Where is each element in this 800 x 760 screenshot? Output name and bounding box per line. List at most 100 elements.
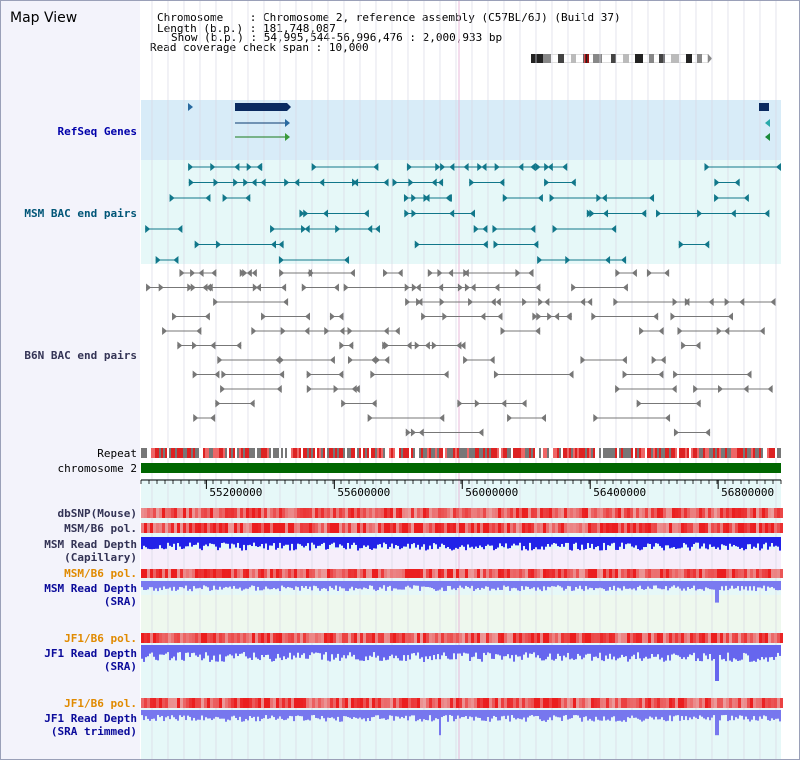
msm-capillary-depth-bar (743, 537, 745, 551)
msm-pol-2-cell (513, 569, 516, 578)
jf1-trimmed-depth-bar (207, 710, 209, 719)
jf1-trimmed-depth-bar (141, 710, 143, 716)
msm-pol-1-cell (534, 523, 537, 533)
msm-pol-2-cell (474, 569, 477, 578)
jf1-trimmed-depth-bar (527, 710, 529, 718)
msm-pol-1-cell (558, 523, 561, 533)
msm-sra-depth-bar (231, 581, 233, 589)
label-msm-b6-pol-2[interactable]: MSM/B6 pol. (64, 567, 137, 580)
msm-pol-1-cell (279, 523, 282, 533)
label-msm-read-depth-sra[interactable]: MSM Read Depth (44, 582, 137, 595)
repeat-segment (371, 448, 373, 458)
dbsnp-cell (666, 508, 669, 518)
b6n-bac-end-pairs-track[interactable] (146, 269, 776, 437)
jf1-pol-1-cell (225, 633, 228, 643)
jf1-pol-1-cell (402, 633, 405, 643)
label-jf1-read-depth-trimmed[interactable]: JF1 Read Depth (44, 712, 137, 725)
jf1-sra-depth-bar (755, 645, 757, 662)
msm-pol-1-cell (228, 523, 231, 533)
label-jf1-b6-pol-2[interactable]: JF1/B6 pol. (64, 697, 137, 710)
repeat-segment (345, 448, 347, 458)
dbsnp-cell (336, 508, 339, 518)
jf1-sra-depth-bar (691, 645, 693, 656)
refseq-genes-track[interactable] (188, 103, 770, 141)
msm-sra-depth-bar (265, 581, 267, 587)
label-dbsnp[interactable]: dbSNP(Mouse) (57, 507, 137, 520)
jf1-sra-depth-bar (711, 645, 713, 661)
chromosome-ideogram[interactable] (531, 54, 712, 63)
label-msm-bac-end-pairs[interactable]: MSM BAC end pairs (24, 207, 137, 220)
msm-sra-depth-bar (693, 581, 695, 586)
repeat-track[interactable] (141, 448, 781, 458)
jf1-sra-depth-bar (697, 645, 699, 659)
label-jf1-read-depth-sra[interactable]: JF1 Read Depth (44, 647, 137, 660)
msm-sra-depth-bar (505, 581, 507, 587)
msm-bac-end (194, 240, 200, 249)
msm-bac-end-pairs-track[interactable] (145, 163, 781, 264)
repeat-segment (307, 448, 309, 458)
msm-pol-2-cell (771, 569, 774, 578)
jf1-pol-2-cell (450, 698, 453, 708)
dbsnp-cell (438, 508, 441, 518)
b6n-bac-end (220, 385, 226, 393)
msm-sra-depth-bar (299, 581, 301, 591)
chromosome-bar[interactable] (141, 463, 781, 473)
msm-capillary-depth-bar (709, 537, 711, 545)
repeat-segment (551, 448, 553, 458)
label-msm-read-depth-capillary[interactable]: MSM Read Depth (44, 538, 137, 551)
msm-sra-depth-bar (575, 581, 577, 588)
jf1-trimmed-depth-bar (195, 710, 197, 721)
jf1-pol-1-cell (372, 633, 375, 643)
label-b6n-bac-end-pairs[interactable]: B6N BAC end pairs (24, 349, 137, 362)
label-jf1-b6-pol-1[interactable]: JF1/B6 pol. (64, 632, 137, 645)
read-depth-tracks[interactable] (141, 537, 781, 736)
msm-sra-depth-bar (423, 581, 425, 587)
jf1-trimmed-depth-bar (537, 710, 539, 717)
msm-sra-depth-bar (275, 581, 277, 590)
dbsnp-cell (681, 508, 684, 518)
dbsnp-cell (723, 508, 726, 518)
label-refseq-genes[interactable]: RefSeq Genes (57, 125, 137, 138)
label-repeat[interactable]: Repeat (97, 447, 137, 460)
jf1-sra-depth-bar (477, 645, 479, 659)
jf1-trimmed-depth-bar (725, 710, 727, 715)
jf1-sra-depth-bar (541, 645, 543, 661)
jf1-pol-2-cell (150, 698, 153, 708)
msm-capillary-depth-bar (653, 537, 655, 547)
jf1-trimmed-depth-bar (407, 710, 409, 721)
msm-pol-2-cell (477, 569, 480, 578)
jf1-trimmed-depth-bar (379, 710, 381, 719)
jf1-sra-depth-bar (319, 645, 321, 654)
msm-bac-end (303, 209, 309, 218)
dbsnp-cell (288, 508, 291, 518)
msm-pol-1-cell (234, 523, 237, 533)
repeat-segment (157, 448, 159, 458)
label-chromosome[interactable]: chromosome 2 (57, 462, 137, 475)
msm-sra-depth-bar (713, 581, 715, 590)
msm-capillary-depth-bar (477, 537, 479, 549)
msm-sra-depth-bar (627, 581, 629, 589)
b6n-bac-end (405, 428, 411, 437)
msm-sra-depth-bar (161, 581, 163, 591)
msm-pol-1-cell (702, 523, 705, 533)
label-msm-b6-pol-1[interactable]: MSM/B6 pol. (64, 522, 137, 535)
jf1-pol-2-cell (708, 698, 711, 708)
jf1-sra-depth-bar (315, 645, 317, 653)
msm-pol-1-cell (414, 523, 417, 533)
jf1-sra-depth-bar (335, 645, 337, 658)
dbsnp-cell (729, 508, 732, 518)
dbsnp-cell (747, 508, 750, 518)
msm-pol-1-cell (654, 523, 657, 533)
msm-capillary-depth-bar (739, 537, 741, 549)
msm-capillary-depth-bar (305, 537, 307, 546)
coverage-value: 10,000 (328, 41, 369, 54)
msm-capillary-depth-bar (383, 537, 385, 543)
repeat-segment (299, 448, 301, 458)
msm-capillary-depth-bar (675, 537, 677, 549)
dbsnp-cell (765, 508, 768, 518)
b6n-bac-end (658, 327, 664, 335)
msm-sra-depth-bar (421, 581, 423, 587)
msm-pol-1-cell (708, 523, 711, 533)
polymorphism-heatmaps[interactable] (141, 508, 783, 708)
